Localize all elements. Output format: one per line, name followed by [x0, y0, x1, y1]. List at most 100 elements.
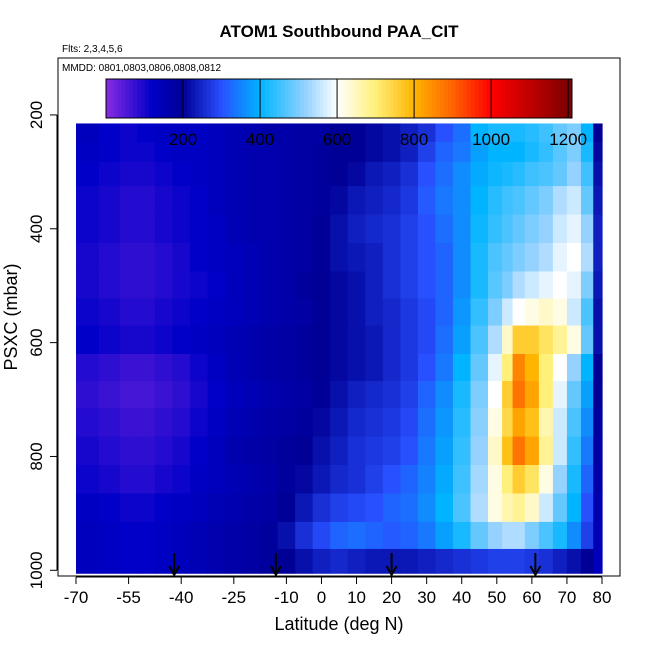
colorbar-segment [129, 79, 134, 118]
heatmap-cell [580, 408, 594, 438]
colorbar-segment [393, 79, 398, 118]
heatmap-cell [365, 354, 384, 382]
heatmap-cell [382, 271, 401, 300]
heatmap-cell [435, 521, 454, 550]
heatmap-cell [137, 436, 156, 466]
heatmap-cell [260, 186, 279, 216]
heatmap-cell [295, 436, 314, 466]
heatmap-cell [435, 161, 454, 187]
heatmap-cell [260, 161, 279, 187]
heatmap-cell [242, 243, 261, 273]
heatmap-cell [330, 243, 349, 273]
heatmap-cell [365, 271, 384, 300]
colorbar-segment [238, 79, 243, 118]
heatmap-cell [470, 141, 489, 163]
heatmap-cell [119, 271, 138, 300]
heatmap-cell [400, 271, 419, 300]
heatmap-cell [435, 186, 454, 216]
heatmap-cell [76, 186, 100, 216]
heatmap-cell [137, 354, 156, 382]
heatmap-cells [76, 123, 603, 574]
heatmap-cell [242, 298, 261, 327]
heatmap-cell [580, 465, 594, 495]
heatmap-cell [242, 465, 261, 495]
heatmap-cell [512, 186, 526, 216]
heatmap-cell [137, 465, 156, 495]
y-tick-label: 1000 [27, 551, 46, 589]
heatmap-cell [400, 325, 419, 355]
heatmap-cell [98, 186, 121, 216]
heatmap-cell [98, 436, 121, 466]
heatmap-cell [242, 381, 261, 409]
heatmap-cell [382, 465, 401, 495]
colorbar-segment [389, 79, 394, 118]
colorbar-segment [560, 79, 565, 118]
x-tick-label: 50 [487, 588, 506, 607]
heatmap-cell [154, 141, 174, 163]
heatmap-cell [580, 214, 594, 244]
heatmap-cell [470, 271, 489, 300]
heatmap-cell [312, 354, 331, 382]
heatmap-cell [435, 214, 454, 244]
heatmap-cell [538, 354, 554, 382]
heatmap-cell [330, 408, 349, 438]
heatmap-cell [452, 493, 472, 523]
heatmap-cell [207, 186, 226, 216]
heatmap-cell [382, 436, 401, 466]
colorbar-segment [482, 79, 488, 118]
heatmap-cell [189, 465, 209, 495]
heatmap-cell [119, 298, 138, 327]
heatmap-cell [119, 325, 138, 355]
heatmap-cell [470, 436, 489, 466]
heatmap-cell [452, 214, 472, 244]
heatmap-cell [76, 354, 100, 382]
heatmap-cell [400, 161, 419, 187]
heatmap-cell [154, 298, 174, 327]
heatmap-cell [137, 408, 156, 438]
colorbar-tick-label: 600 [323, 130, 351, 149]
heatmap-cell [538, 298, 554, 327]
heatmap-cell [242, 186, 261, 216]
heatmap-cell [137, 381, 156, 409]
heatmap-cell [552, 465, 568, 495]
heatmap-cell [277, 381, 296, 409]
heatmap-cell [242, 436, 261, 466]
heatmap-cell [538, 408, 554, 438]
y-axis-label: PSXC (mbar) [1, 263, 21, 370]
heatmap-cell [580, 493, 594, 523]
colorbar-segment [358, 79, 363, 118]
heatmap-cell [502, 465, 514, 495]
heatmap-cell [566, 141, 582, 163]
heatmap-cell [295, 521, 314, 550]
heatmap-cell [435, 465, 454, 495]
heatmap-cell [365, 408, 384, 438]
heatmap-cell [488, 548, 503, 574]
colorbar-tick-label: 1200 [549, 130, 587, 149]
heatmap-cell [365, 493, 384, 523]
heatmap-cell [347, 214, 366, 244]
heatmap-cell [330, 186, 349, 216]
heatmap-cell [452, 298, 472, 327]
heatmap-cell [566, 381, 582, 409]
heatmap-cell [566, 161, 582, 187]
heatmap-cell [260, 298, 279, 327]
heatmap-cell [566, 354, 582, 382]
heatmap-cell [207, 214, 226, 244]
heatmap-cell [502, 271, 514, 300]
heatmap-cell [538, 548, 554, 574]
x-tick-label: 0 [317, 588, 326, 607]
heatmap-cell [593, 243, 603, 273]
heatmap-cell [330, 436, 349, 466]
heatmap-cell [225, 214, 244, 244]
heatmap-cell [435, 436, 454, 466]
heatmap-cell [400, 354, 419, 382]
colorbar-tick-label: 200 [169, 130, 197, 149]
colorbar-segment [187, 79, 192, 118]
heatmap-cell [502, 141, 514, 163]
heatmap-cell [242, 548, 261, 574]
colorbar-segment [471, 79, 476, 118]
heatmap-cell [400, 521, 419, 550]
heatmap-cell [98, 521, 121, 550]
heatmap-cell [76, 493, 100, 523]
colorbar-segment [304, 79, 309, 118]
